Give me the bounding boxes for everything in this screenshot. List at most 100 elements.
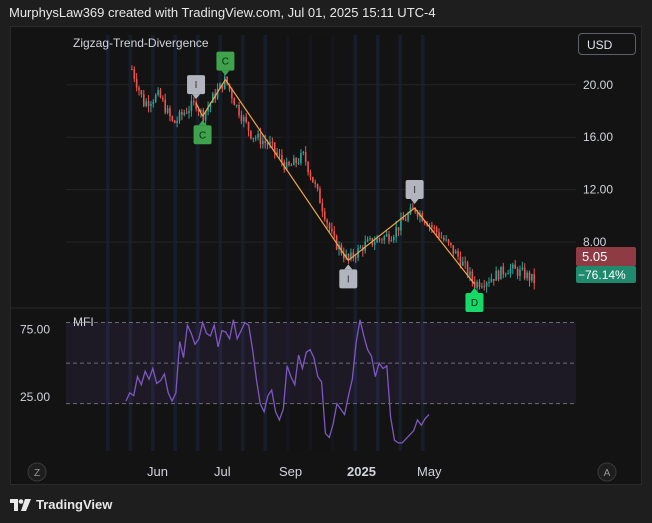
price-candle	[145, 101, 147, 107]
price-candle	[164, 99, 167, 113]
price-candle	[197, 109, 200, 112]
price-candle	[400, 217, 402, 231]
price-candle	[140, 90, 143, 95]
price-candle	[181, 111, 183, 115]
price-candle	[447, 239, 450, 243]
pivot-label-box	[216, 51, 235, 71]
currency-selector[interactable]: USD	[578, 33, 636, 55]
price-candle	[314, 182, 317, 185]
session-stripe	[263, 35, 267, 451]
price-candle	[473, 281, 476, 288]
price-tick-label: 20.00	[583, 78, 613, 92]
pivot-label-box	[187, 75, 206, 95]
price-candle	[302, 152, 305, 154]
price-candle	[533, 273, 536, 283]
price-candle	[209, 102, 212, 108]
price-candle	[190, 100, 193, 111]
price-candle	[388, 234, 390, 242]
price-candle	[454, 251, 457, 254]
price-candle	[254, 137, 257, 139]
price-candle	[281, 155, 283, 162]
price-candle	[185, 112, 188, 114]
price-candle	[364, 241, 367, 251]
price-candle	[431, 225, 433, 228]
chart-panel[interactable]: I C C I I D 20.00 16.00 12.00 8.00 75.00 25.00 Ju…	[10, 26, 642, 485]
price-candle	[323, 211, 326, 220]
time-tick-label: Jul	[214, 464, 231, 479]
pivot-label-text: C	[199, 130, 206, 141]
price-candle	[521, 267, 524, 270]
price-candle	[435, 227, 438, 233]
price-candle	[390, 240, 393, 242]
price-candle	[464, 261, 467, 263]
price-candle	[416, 211, 419, 217]
price-candle	[507, 273, 509, 275]
price-candle	[395, 227, 397, 237]
price-candle	[514, 264, 517, 269]
price-candle	[502, 266, 505, 275]
last-price-label: 5.05	[582, 249, 607, 264]
price-candle	[485, 282, 488, 287]
price-candle	[152, 101, 155, 104]
price-candle	[176, 120, 178, 124]
price-candle	[526, 272, 528, 279]
price-candle	[381, 239, 383, 241]
price-candle	[481, 286, 483, 288]
price-candle	[188, 110, 190, 114]
pivot-label-text: I	[195, 80, 198, 91]
session-stripe	[128, 35, 132, 451]
price-candle	[133, 69, 136, 79]
price-candle	[154, 95, 157, 102]
price-candle	[342, 253, 345, 259]
price-candle	[238, 104, 240, 116]
tradingview-brand[interactable]: TradingView	[10, 497, 112, 512]
mfi-tick-label: 75.00	[20, 322, 50, 336]
price-candle	[378, 238, 381, 240]
price-candle	[276, 152, 278, 155]
price-candle	[295, 158, 297, 163]
price-candle	[459, 256, 462, 266]
price-candle	[500, 266, 502, 280]
price-candle	[300, 153, 302, 163]
price-candle	[483, 286, 486, 288]
price-candle	[519, 269, 521, 276]
price-candle	[304, 152, 307, 162]
mfi-tick-label: 25.00	[20, 390, 50, 404]
chart-attribution: MurphysLaw369 created with TradingView.c…	[9, 5, 436, 20]
price-candle	[259, 133, 262, 145]
session-stripe	[353, 35, 357, 451]
auto-scale-right-button[interactable]	[597, 462, 617, 482]
price-candle	[428, 225, 431, 227]
price-candle	[452, 245, 455, 254]
price-candle	[328, 223, 331, 229]
pivot-label-text: C	[222, 57, 229, 68]
price-candle	[504, 274, 507, 276]
price-candle	[423, 221, 426, 224]
price-candle	[471, 271, 474, 282]
price-candle	[331, 228, 333, 232]
price-candle	[290, 165, 293, 167]
price-candle	[412, 207, 414, 209]
price-candle	[169, 108, 171, 117]
price-candle	[321, 203, 324, 212]
pivot-label-text: D	[471, 298, 478, 309]
time-tick-label: May	[417, 464, 442, 479]
price-candle	[292, 158, 295, 166]
last-price-badge	[576, 247, 636, 266]
auto-scale-left-button[interactable]	[27, 462, 47, 482]
price-candle	[147, 101, 150, 107]
price-candle	[397, 227, 400, 231]
price-candle	[183, 112, 186, 115]
price-candle	[297, 162, 300, 164]
chart-canvas[interactable]: I C C I I D 20.00 16.00 12.00 8.00 75.00 25.00 Ju…	[11, 27, 641, 484]
pivot-label-pointer	[470, 288, 479, 294]
tradingview-logo-icon	[10, 498, 31, 511]
pivot-label-pointer	[198, 120, 207, 126]
brand-name: TradingView	[36, 497, 113, 512]
price-candle	[307, 161, 309, 173]
price-candle	[250, 130, 252, 139]
session-gap	[281, 35, 336, 451]
price-candle	[288, 161, 290, 166]
price-candle	[285, 161, 288, 170]
price-candle	[350, 252, 352, 260]
